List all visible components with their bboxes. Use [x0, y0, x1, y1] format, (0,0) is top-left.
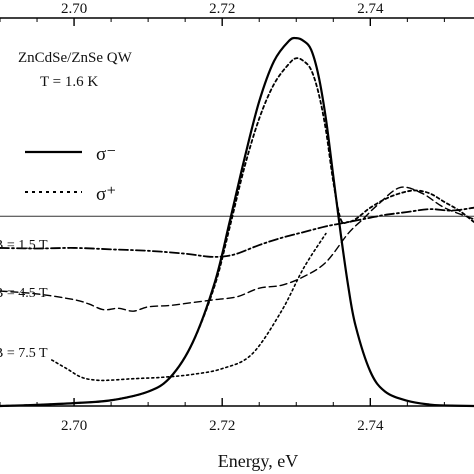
bottom-tick-label: 2.72	[209, 418, 235, 434]
sample-annotation: ZnCdSe/ZnSe QW	[18, 50, 133, 66]
series-line-b75	[51, 232, 327, 382]
legend-label-sigma-plus: σ⁺	[96, 184, 116, 205]
top-tick-label: 2.70	[61, 1, 87, 17]
series-layer	[0, 36, 474, 408]
bottom-tick-label: 2.70	[61, 418, 87, 434]
series-label-b75: B = 7.5 T	[0, 346, 48, 361]
series-line-b15	[0, 206, 474, 258]
top-axis: 2.70 2.72 2.74	[0, 1, 445, 26]
x-axis-label: Energy, eV	[218, 451, 298, 471]
top-tick-label: 2.72	[209, 1, 235, 17]
bottom-axis: 2.70 2.72 2.74	[0, 398, 445, 434]
top-tick-label: 2.74	[357, 1, 384, 17]
legend: σ⁻ σ⁺	[25, 144, 116, 205]
series-label-b45: B = 4.5 T	[0, 286, 48, 301]
series-line-sigma-minus	[0, 36, 474, 408]
series-label-b15: B = 1.5 T	[0, 238, 48, 253]
series-line-b45	[0, 186, 474, 312]
legend-label-sigma-minus: σ⁻	[96, 144, 116, 165]
bottom-tick-label: 2.74	[357, 418, 384, 434]
temperature-annotation: T = 1.6 K	[40, 74, 98, 90]
series-line-sigma-plus	[0, 57, 474, 407]
plot-frame	[0, 17, 474, 407]
